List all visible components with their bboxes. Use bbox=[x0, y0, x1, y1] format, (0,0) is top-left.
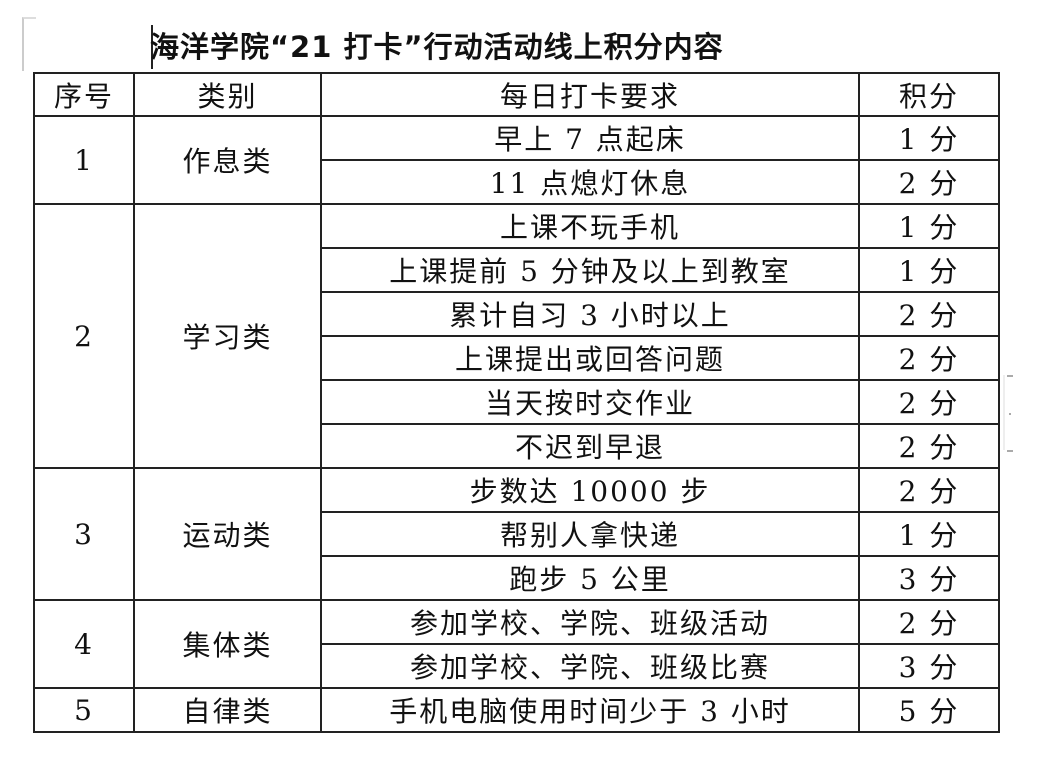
cell-category: 集体类 bbox=[133, 599, 322, 689]
table-row: 上课提出或回答问题 2 分 bbox=[34, 335, 1000, 381]
cell-points: 1 分 bbox=[858, 511, 1000, 557]
cell-no: 1 bbox=[33, 115, 135, 205]
cell-category: 作息类 bbox=[133, 115, 322, 205]
cell-requirement: 上课不玩手机 bbox=[320, 203, 860, 249]
table-row: 帮别人拿快递 1 分 bbox=[34, 511, 1000, 557]
cell-category: 自律类 bbox=[133, 687, 322, 733]
cell-points: 3 分 bbox=[858, 643, 1000, 689]
cell-no: 4 bbox=[33, 599, 135, 689]
table-header-row: 序号 类别 每日打卡要求 积分 bbox=[33, 72, 1000, 117]
header-requirement: 每日打卡要求 bbox=[320, 72, 860, 117]
cell-requirement: 手机电脑使用时间少于 3 小时 bbox=[320, 687, 860, 733]
table-row: 5 自律类 手机电脑使用时间少于 3 小时 5 分 bbox=[33, 687, 1000, 733]
cell-requirement: 步数达 10000 步 bbox=[320, 467, 860, 513]
header-category: 类别 bbox=[133, 72, 322, 117]
table-row: 11 点熄灯休息 2 分 bbox=[34, 159, 1000, 205]
scrollbar-marker[interactable] bbox=[1003, 375, 1015, 452]
cell-requirement: 上课提前 5 分钟及以上到教室 bbox=[320, 247, 860, 293]
text-cursor bbox=[151, 25, 153, 69]
points-table: 序号 类别 每日打卡要求 积分 1 作息类 早上 7 点起床 1 分 11 点熄灯休息 2… bbox=[33, 72, 1000, 733]
table-row: 参加学校、学院、班级比赛 3 分 bbox=[34, 643, 1000, 689]
cell-requirement: 当天按时交作业 bbox=[320, 379, 860, 425]
table-row: 不迟到早退 2 分 bbox=[34, 423, 1000, 469]
cell-requirement: 帮别人拿快递 bbox=[320, 511, 860, 557]
table-row: 累计自习 3 小时以上 2 分 bbox=[34, 291, 1000, 337]
cell-points: 1 分 bbox=[858, 247, 1000, 293]
table-row: 4 集体类 参加学校、学院、班级活动 2 分 bbox=[33, 599, 1000, 689]
cell-requirement: 早上 7 点起床 bbox=[320, 115, 860, 161]
cell-requirement: 不迟到早退 bbox=[320, 423, 860, 469]
cell-no: 3 bbox=[33, 467, 135, 601]
cell-requirement: 参加学校、学院、班级活动 bbox=[320, 599, 860, 645]
cell-requirement: 累计自习 3 小时以上 bbox=[320, 291, 860, 337]
cell-points: 1 分 bbox=[858, 115, 1000, 161]
cell-points: 2 分 bbox=[858, 335, 1000, 381]
cell-points: 2 分 bbox=[858, 599, 1000, 645]
cell-no: 2 bbox=[33, 203, 135, 469]
cell-points: 2 分 bbox=[858, 423, 1000, 469]
cell-category: 学习类 bbox=[133, 203, 322, 469]
cell-no: 5 bbox=[33, 687, 135, 733]
cell-requirement: 11 点熄灯休息 bbox=[320, 159, 860, 205]
cell-requirement: 上课提出或回答问题 bbox=[320, 335, 860, 381]
cell-category: 运动类 bbox=[133, 467, 322, 601]
table-row: 1 作息类 早上 7 点起床 1 分 bbox=[33, 115, 1000, 205]
table-row: 当天按时交作业 2 分 bbox=[34, 379, 1000, 425]
page-edge-marker bbox=[22, 17, 36, 71]
cell-requirement: 参加学校、学院、班级比赛 bbox=[320, 643, 860, 689]
cell-points: 2 分 bbox=[858, 291, 1000, 337]
cell-points: 2 分 bbox=[858, 379, 1000, 425]
header-points: 积分 bbox=[858, 72, 1000, 117]
cell-points: 1 分 bbox=[858, 203, 1000, 249]
table-row: 上课提前 5 分钟及以上到教室 1 分 bbox=[34, 247, 1000, 293]
cell-requirement: 跑步 5 公里 bbox=[320, 555, 860, 601]
header-no: 序号 bbox=[33, 72, 135, 117]
cell-points: 5 分 bbox=[858, 687, 1000, 733]
table-row: 2 学习类 上课不玩手机 1 分 bbox=[33, 203, 1000, 469]
cell-points: 2 分 bbox=[858, 467, 1000, 513]
table-row: 跑步 5 公里 3 分 bbox=[34, 555, 1000, 601]
cell-points: 3 分 bbox=[858, 555, 1000, 601]
cell-points: 2 分 bbox=[858, 159, 1000, 205]
document-title: 海洋学院“21 打卡”行动活动线上积分内容 bbox=[150, 30, 724, 64]
